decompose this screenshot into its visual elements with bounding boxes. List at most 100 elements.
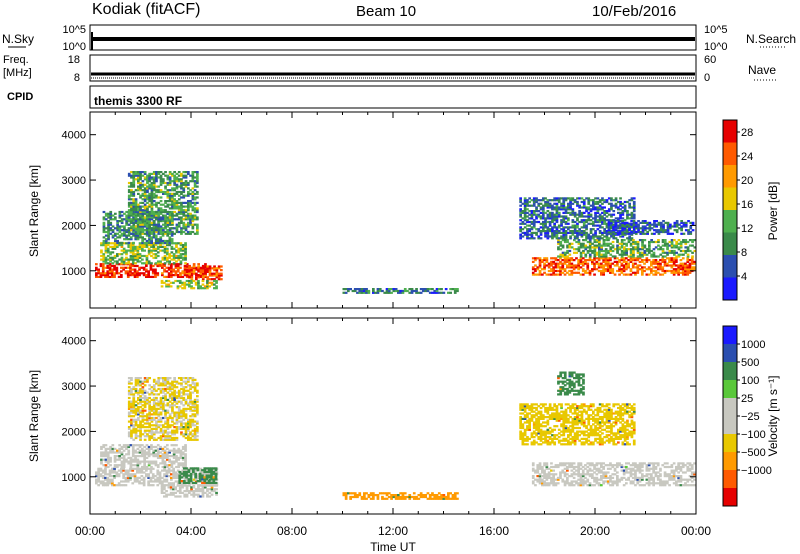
echo-cell [148,238,151,241]
echo-cell [607,249,610,253]
echo-cell [145,260,149,263]
echo-cell [659,223,663,226]
echo-cell [106,451,110,454]
echo-cell [157,380,161,383]
echo-cell [632,242,635,245]
echo-cell [542,224,545,227]
echo-cell [626,217,629,220]
echo-cell [646,232,649,235]
echo-cell [602,264,605,267]
echo-cell [655,223,658,226]
echo-cell [629,244,633,247]
echo-cell [605,231,609,234]
echo-cell [646,223,649,226]
echo-cell [156,471,160,474]
echo-cell [594,202,597,205]
echo-cell [143,402,147,405]
echo-cell [107,234,110,237]
echo-cell [143,205,147,208]
echo-cell [170,210,174,214]
echo-cell [143,455,146,458]
echo-cell [166,456,169,459]
echo-cell [643,259,646,262]
echo-cell [174,476,178,479]
echo-cell [120,256,124,259]
echo-cell [679,242,683,245]
echo-cell [623,242,626,245]
echo-cell [132,194,136,197]
echo-cell [176,473,180,476]
echo-cell [528,217,531,220]
echo-cell [120,229,124,232]
echo-cell [217,274,221,277]
echo-cell [134,230,138,234]
echo-cell [162,424,165,427]
echo-cell [174,272,178,275]
echo-cell [120,467,123,470]
echo-cell [184,174,188,177]
echo-cell [534,269,537,273]
echo-cell [111,245,115,248]
echo-cell [148,212,151,215]
echo-cell [394,289,398,293]
echo-cell [545,259,549,262]
echo-cell [130,406,133,409]
echo-cell [166,256,169,259]
echo-cell [598,219,602,222]
echo-cell [595,244,599,247]
echo-cell [601,211,604,214]
echo-cell [138,268,141,271]
echo-cell [120,464,124,467]
echo-cell [619,224,622,227]
echo-cell [582,230,586,233]
echo-cell [184,453,187,456]
echo-cell [192,270,196,273]
echo-cell [131,247,135,250]
echo-cell [576,217,579,220]
echo-cell [184,216,188,219]
echo-cell [589,228,593,231]
echo-cell [116,236,119,239]
echo-cell [213,269,216,272]
echo-cell [689,230,693,234]
echo-cell [178,480,182,483]
echo-cell [148,426,151,429]
echo-cell [196,232,199,235]
echo-cell [620,257,624,260]
echo-cell [682,239,685,242]
echo-cell [566,260,569,263]
echo-cell [130,220,133,223]
echo-cell [551,215,554,218]
echo-cell [196,227,199,230]
echo-cell [641,244,644,247]
echo-cell [163,464,167,467]
echo-cell [167,285,171,288]
echo-cell [146,180,149,183]
echo-cell [688,244,692,247]
echo-cell [152,393,156,396]
echo-cell [171,420,174,423]
echo-cell [620,262,624,265]
echo-cell [134,455,137,458]
echo-cell [137,187,140,190]
echo-cell [189,205,192,208]
echo-cell [115,272,119,275]
echo-cell [147,460,151,463]
echo-cell [575,251,578,254]
echo-cell [120,456,124,459]
echo-cell [562,237,566,240]
echo-cell [132,438,136,441]
echo-cell [106,254,110,258]
echo-cell [693,262,696,265]
echo-cell [180,422,183,425]
echo-cell [162,230,165,234]
echo-cell [184,445,187,449]
echo-cell [199,274,203,277]
echo-cell [155,230,158,234]
echo-cell [124,476,128,479]
echo-cell [659,253,663,256]
echo-cell [609,246,613,249]
echo-cell [164,210,167,214]
echo-cell [616,225,620,228]
echo-cell [166,203,170,206]
